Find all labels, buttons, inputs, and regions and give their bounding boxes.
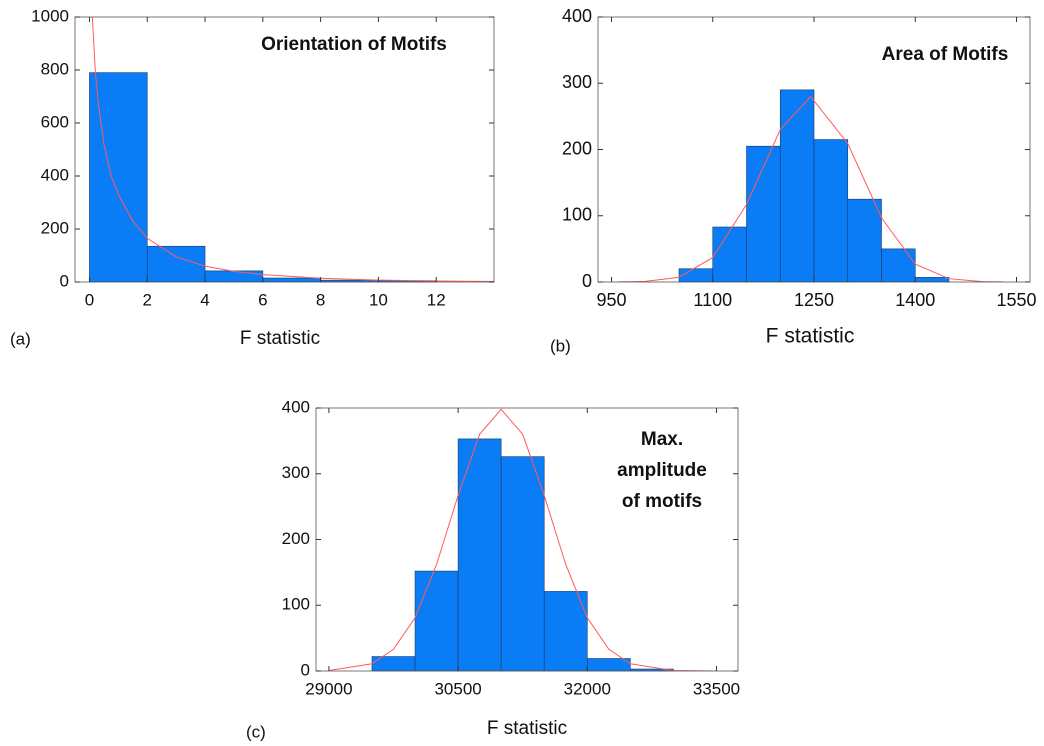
y-tick-label: 0 <box>60 271 69 290</box>
fit-curve <box>328 408 717 671</box>
bar <box>746 145 781 283</box>
x-tick-label: 30500 <box>434 679 481 698</box>
panel-label: (a) <box>10 329 31 348</box>
x-tick-label: 0 <box>85 290 94 309</box>
bar <box>881 248 916 283</box>
x-tick-label: 950 <box>596 290 626 310</box>
y-tick-label: 200 <box>41 218 69 237</box>
x-tick-label: 10 <box>369 290 388 309</box>
x-tick-label: 29000 <box>305 679 352 698</box>
bar <box>813 139 849 283</box>
y-tick-label: 400 <box>282 397 310 416</box>
bar <box>678 268 714 283</box>
bar <box>847 198 882 283</box>
x-tick-label: 32000 <box>564 679 611 698</box>
y-tick-label: 400 <box>562 6 592 26</box>
bar <box>414 570 459 672</box>
y-tick-label: 1000 <box>31 6 69 25</box>
y-tick-label: 0 <box>582 271 592 291</box>
fit-curve <box>91 17 494 282</box>
panel-label: (c) <box>246 722 266 741</box>
y-tick-label: 400 <box>41 165 69 184</box>
x-tick-label: 4 <box>200 290 209 309</box>
y-tick-label: 300 <box>282 463 310 482</box>
y-tick-label: 800 <box>41 59 69 78</box>
x-tick-label: 8 <box>316 290 325 309</box>
chart-title: Area of Motifs <box>882 44 1009 65</box>
bar <box>586 658 631 672</box>
x-axis-label: F statistic <box>240 328 320 349</box>
x-axis-label: F statistic <box>766 325 855 348</box>
chart-panel: 0 100 200 300 400 29000 30500 32000 33500 Max. amp… <box>246 397 740 741</box>
x-tick-label: 2 <box>143 290 152 309</box>
y-tick-label: 600 <box>41 112 69 131</box>
bar <box>500 456 545 672</box>
panel-label: (b) <box>550 336 571 355</box>
x-tick-label: 33500 <box>693 679 740 698</box>
y-tick-label: 300 <box>562 72 592 92</box>
bar <box>146 245 206 283</box>
y-tick-label: 100 <box>562 205 592 225</box>
fit-curve <box>618 95 1004 282</box>
y-tick-label: 0 <box>301 660 310 679</box>
x-tick-label: 1550 <box>996 290 1036 310</box>
chart-title: of motifs <box>622 491 702 512</box>
bar <box>371 656 416 672</box>
x-tick-label: 1100 <box>693 290 732 310</box>
bar <box>457 438 502 672</box>
bar <box>204 270 264 283</box>
y-tick-label: 100 <box>282 595 310 614</box>
chart-title: amplitude <box>617 460 707 481</box>
x-tick-label: 6 <box>258 290 267 309</box>
chart-panel: 0 200 400 600 800 1000 0 2 4 6 8 10 12 Orientation of… <box>10 6 495 349</box>
plot-frame <box>74 16 495 283</box>
bar <box>543 591 588 672</box>
y-tick-label: 200 <box>562 138 592 158</box>
x-tick-label: 1250 <box>794 290 834 310</box>
x-axis-label: F statistic <box>487 718 567 739</box>
bar <box>712 226 747 283</box>
bar <box>779 89 815 283</box>
chart-title: Orientation of Motifs <box>261 34 447 55</box>
bar <box>262 277 321 283</box>
chart-panel: 0 100 200 300 400 950 1100 1250 1400 1550 Area of … <box>550 6 1037 356</box>
bar <box>914 277 950 283</box>
x-tick-label: 1400 <box>895 290 935 310</box>
y-tick-label: 200 <box>282 529 310 548</box>
chart-title: Max. <box>641 429 683 450</box>
x-tick-label: 12 <box>427 290 446 309</box>
